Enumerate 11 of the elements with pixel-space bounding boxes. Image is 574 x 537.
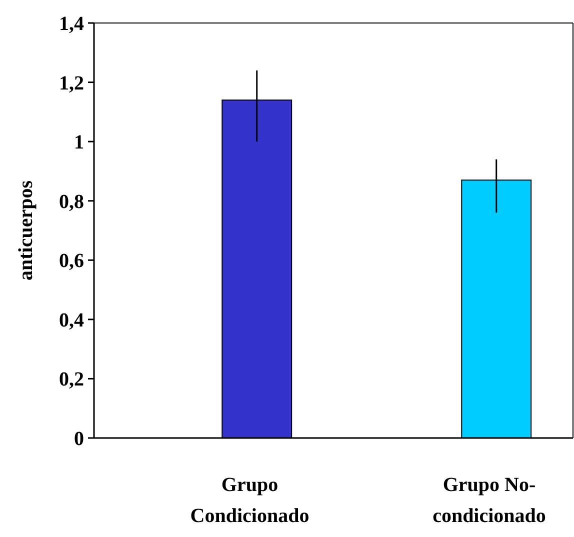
y-tick-label: 1,2 [59, 72, 84, 94]
y-tick-label: 0,8 [59, 190, 84, 213]
y-tick-label: 0,6 [59, 250, 84, 272]
y-tick-label: 0,2 [59, 368, 84, 391]
x-tick-label: Grupo No-condicionado [432, 474, 546, 527]
y-tick-label: 1 [74, 132, 84, 154]
x-tick-label: Grupo Condicionado [190, 474, 310, 527]
y-tick-label: 0 [74, 428, 84, 450]
y-tick-label: 1,4 [59, 13, 84, 35]
y-axis-title: anticuerpos [15, 180, 37, 280]
y-tick-label: 0,4 [59, 309, 84, 332]
